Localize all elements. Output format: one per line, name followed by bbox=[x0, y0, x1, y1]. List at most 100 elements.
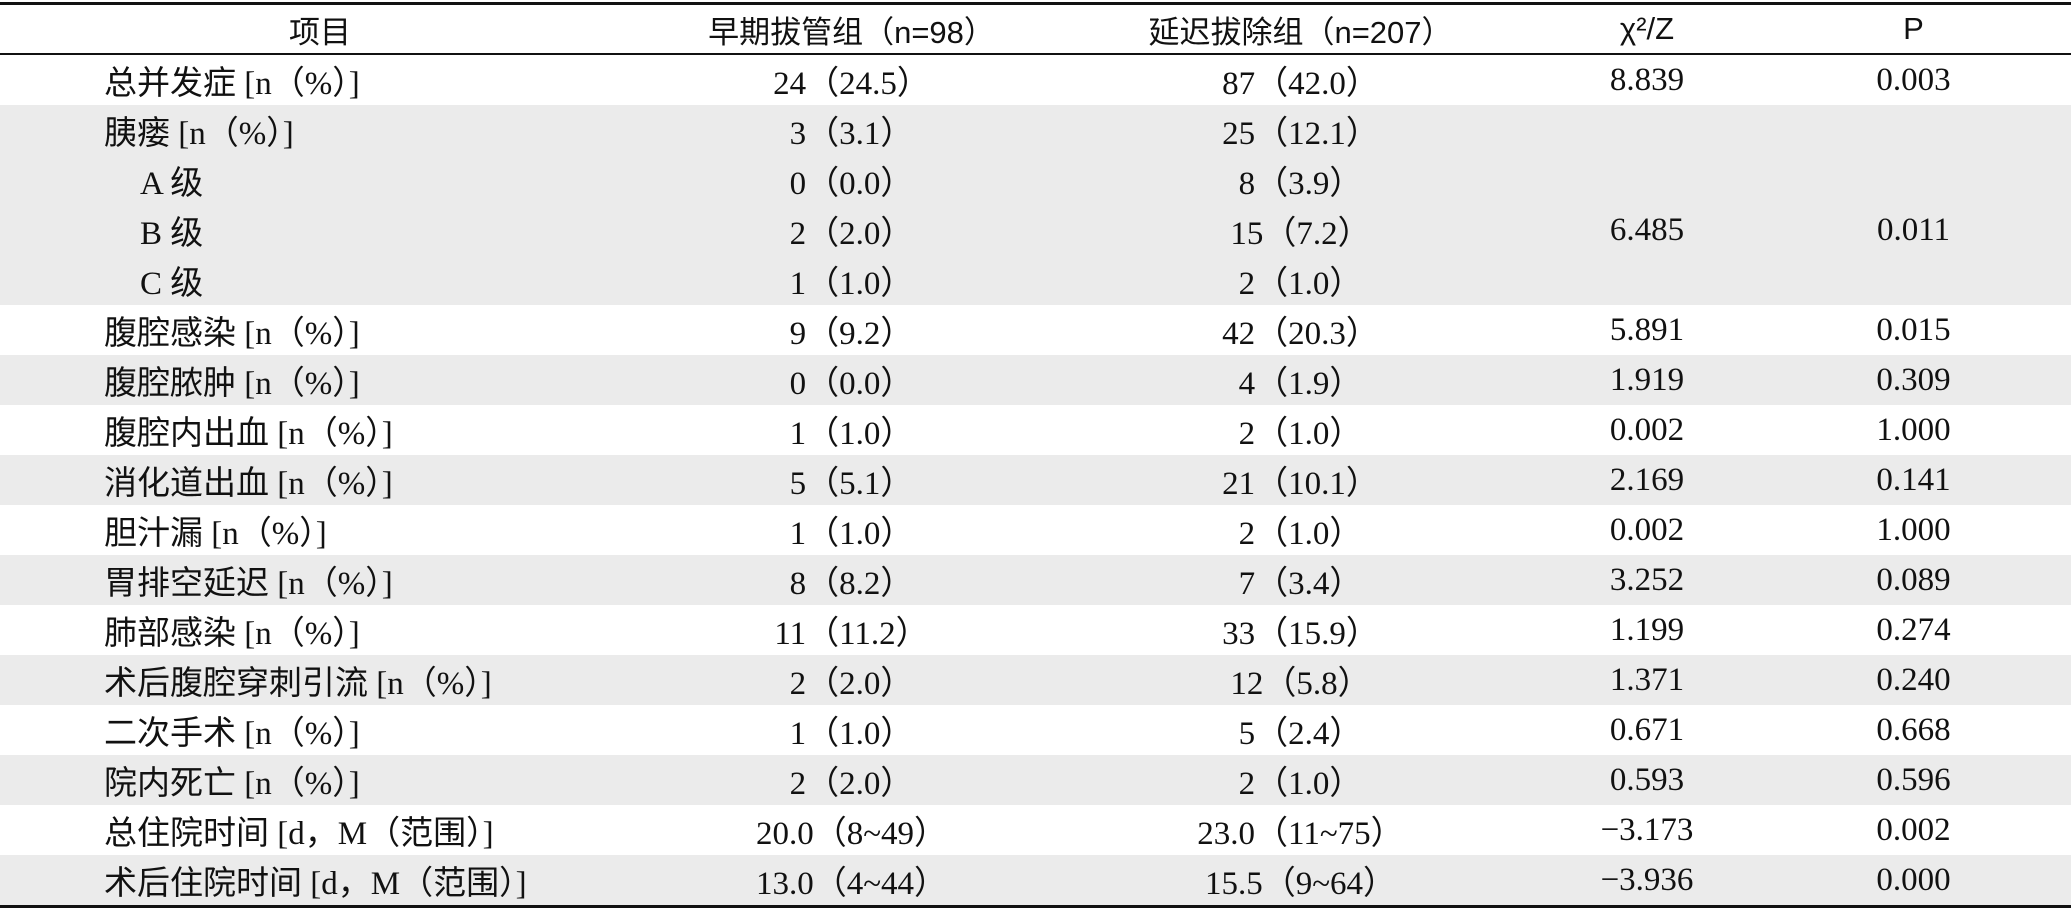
header-cell: 延迟拔除组（n=207） bbox=[1063, 3, 1538, 55]
late-value: 2（1.0） bbox=[1063, 255, 1538, 305]
row-label: 胆汁漏 [n（%）] bbox=[104, 516, 327, 552]
p-value: 0.015 bbox=[1876, 311, 1951, 348]
header-cell: 项目 bbox=[0, 3, 640, 55]
early-value: 3（3.1） bbox=[640, 105, 1063, 155]
header-row: 项目 早期拔管组（n=98） 延迟拔除组（n=207） χ²/Z P bbox=[0, 3, 2071, 55]
late-value: 2（1.0） bbox=[1063, 755, 1538, 805]
p-value: 0.000 bbox=[1756, 855, 2071, 907]
row-label: 总住院时间 [d，M（范围）] bbox=[104, 816, 494, 852]
early-value: 24（24.5） bbox=[773, 66, 930, 102]
early-value: 5（5.1） bbox=[640, 455, 1063, 505]
stat-value: 0.671 bbox=[1609, 711, 1685, 748]
row-label: 术后腹腔穿刺引流 [n（%）] bbox=[0, 655, 640, 705]
row-label: 胃排空延迟 [n（%）] bbox=[0, 555, 640, 605]
p-value: 1.000 bbox=[1876, 511, 1951, 548]
early-value: 11（11.2） bbox=[774, 616, 929, 652]
late-value: 15.5（9~64） bbox=[1063, 855, 1538, 907]
row: 胰瘘 [n（%）] 3（3.1） 25（12.1） bbox=[0, 105, 2071, 155]
late-value: 7（3.4） bbox=[1063, 555, 1538, 605]
p-value: 0.003 bbox=[1876, 61, 1951, 98]
early-value: 0（0.0） bbox=[640, 155, 1063, 205]
sub-label: B 级 bbox=[0, 205, 640, 255]
early-value: 0（0.0） bbox=[640, 355, 1063, 405]
row: 术后腹腔穿刺引流 [n（%）] 2（2.0） 12（5.8） 1.371 0.240 bbox=[0, 655, 2071, 705]
early-value: 2（2.0） bbox=[640, 205, 1063, 255]
row: 院内死亡 [n（%）] 2（2.0） 2（1.0） 0.593 0.596 bbox=[0, 755, 2071, 805]
early-value: 9（9.2） bbox=[789, 316, 914, 352]
row: 总并发症 [n（%）] 24（24.5） 87（42.0） 8.839 0.003 bbox=[0, 54, 2071, 105]
stat-value bbox=[1538, 105, 1756, 155]
p-value: 0.011 bbox=[1756, 155, 2071, 305]
header-cell: χ²/Z bbox=[1538, 3, 1756, 55]
row: 消化道出血 [n（%）] 5（5.1） 21（10.1） 2.169 0.141 bbox=[0, 455, 2071, 505]
sub-row: B 级 2（2.0） 15（7.2） bbox=[0, 205, 2071, 255]
late-value: 21（10.1） bbox=[1063, 455, 1538, 505]
row-label: 腹腔内出血 [n（%）] bbox=[104, 416, 393, 452]
row: 总住院时间 [d，M（范围）] 20.0（8~49） 23.0（11~75） −3.1… bbox=[0, 805, 2071, 855]
header-cell: P bbox=[1756, 3, 2071, 55]
early-value: 8（8.2） bbox=[640, 555, 1063, 605]
stat-value: 0.593 bbox=[1538, 755, 1756, 805]
row-label: 术后住院时间 [d，M（范围）] bbox=[0, 855, 640, 907]
p-value: 0.240 bbox=[1756, 655, 2071, 705]
row: 腹腔感染 [n（%）] 9（9.2） 42（20.3） 5.891 0.015 bbox=[0, 305, 2071, 355]
late-value: 15（7.2） bbox=[1063, 205, 1538, 255]
stat-value: 0.002 bbox=[1609, 511, 1685, 548]
row: 肺部感染 [n（%）] 11（11.2） 33（15.9） 1.199 0.274 bbox=[0, 605, 2071, 655]
row: 胃排空延迟 [n（%）] 8（8.2） 7（3.4） 3.252 0.089 bbox=[0, 555, 2071, 605]
p-value bbox=[1756, 105, 2071, 155]
sub-row: A 级 0（0.0） 8（3.9） 6.485 0.011 bbox=[0, 155, 2071, 305]
row-label: 腹腔脓肿 [n（%）] bbox=[0, 355, 640, 405]
late-value: 42（20.3） bbox=[1222, 316, 1379, 352]
late-value: 5（2.4） bbox=[1238, 716, 1363, 752]
row-label: 总并发症 [n（%）] bbox=[104, 66, 360, 102]
stat-value: 1.919 bbox=[1538, 355, 1756, 405]
stat-value: 6.485 bbox=[1538, 155, 1756, 305]
late-value: 23.0（11~75） bbox=[1197, 816, 1404, 852]
header-cell: 早期拔管组（n=98） bbox=[640, 3, 1063, 55]
early-value: 1（1.0） bbox=[640, 255, 1063, 305]
early-value: 2（2.0） bbox=[640, 755, 1063, 805]
stat-value: 8.839 bbox=[1609, 61, 1685, 98]
row: 术后住院时间 [d，M（范围）] 13.0（4~44） 15.5（9~64） −3.9… bbox=[0, 855, 2071, 907]
sub-row: C 级 1（1.0） 2（1.0） bbox=[0, 255, 2071, 305]
early-value: 2（2.0） bbox=[640, 655, 1063, 705]
late-value: 2（1.0） bbox=[1238, 416, 1363, 452]
late-value: 4（1.9） bbox=[1063, 355, 1538, 405]
late-value: 8（3.9） bbox=[1063, 155, 1538, 205]
early-value: 20.0（8~49） bbox=[755, 816, 948, 852]
p-value: 0.668 bbox=[1876, 711, 1951, 748]
row-label: 消化道出血 [n（%）] bbox=[0, 455, 640, 505]
early-value: 13.0（4~44） bbox=[640, 855, 1063, 907]
early-value: 1（1.0） bbox=[789, 416, 914, 452]
stat-value: 3.252 bbox=[1538, 555, 1756, 605]
late-value: 33（15.9） bbox=[1222, 616, 1379, 652]
late-value: 25（12.1） bbox=[1063, 105, 1538, 155]
stat-value: 5.891 bbox=[1609, 311, 1685, 348]
p-value: 0.274 bbox=[1876, 611, 1951, 648]
row-label: 二次手术 [n（%）] bbox=[104, 716, 360, 752]
row-label: 肺部感染 [n（%）] bbox=[104, 616, 360, 652]
early-value: 1（1.0） bbox=[789, 516, 914, 552]
p-value: 0.596 bbox=[1756, 755, 2071, 805]
sub-label: C 级 bbox=[0, 255, 640, 305]
stat-value: −3.173 bbox=[1600, 811, 1694, 848]
row: 腹腔内出血 [n（%）] 1（1.0） 2（1.0） 0.002 1.000 bbox=[0, 405, 2071, 455]
row-label: 胰瘘 [n（%）] bbox=[0, 105, 640, 155]
stat-value: 1.371 bbox=[1538, 655, 1756, 705]
row-label: 院内死亡 [n（%）] bbox=[0, 755, 640, 805]
stat-value: −3.936 bbox=[1538, 855, 1756, 907]
p-value: 1.000 bbox=[1876, 411, 1951, 448]
late-value: 87（42.0） bbox=[1222, 66, 1379, 102]
late-value: 2（1.0） bbox=[1238, 516, 1363, 552]
row: 腹腔脓肿 [n（%）] 0（0.0） 4（1.9） 1.919 0.309 bbox=[0, 355, 2071, 405]
p-value: 0.141 bbox=[1756, 455, 2071, 505]
early-value: 1（1.0） bbox=[789, 716, 914, 752]
p-value: 0.309 bbox=[1756, 355, 2071, 405]
p-value: 0.002 bbox=[1876, 811, 1951, 848]
stat-value: 0.002 bbox=[1609, 411, 1685, 448]
stat-value: 2.169 bbox=[1538, 455, 1756, 505]
row: 二次手术 [n（%）] 1（1.0） 5（2.4） 0.671 0.668 bbox=[0, 705, 2071, 755]
row: 胆汁漏 [n（%）] 1（1.0） 2（1.0） 0.002 1.000 bbox=[0, 505, 2071, 555]
